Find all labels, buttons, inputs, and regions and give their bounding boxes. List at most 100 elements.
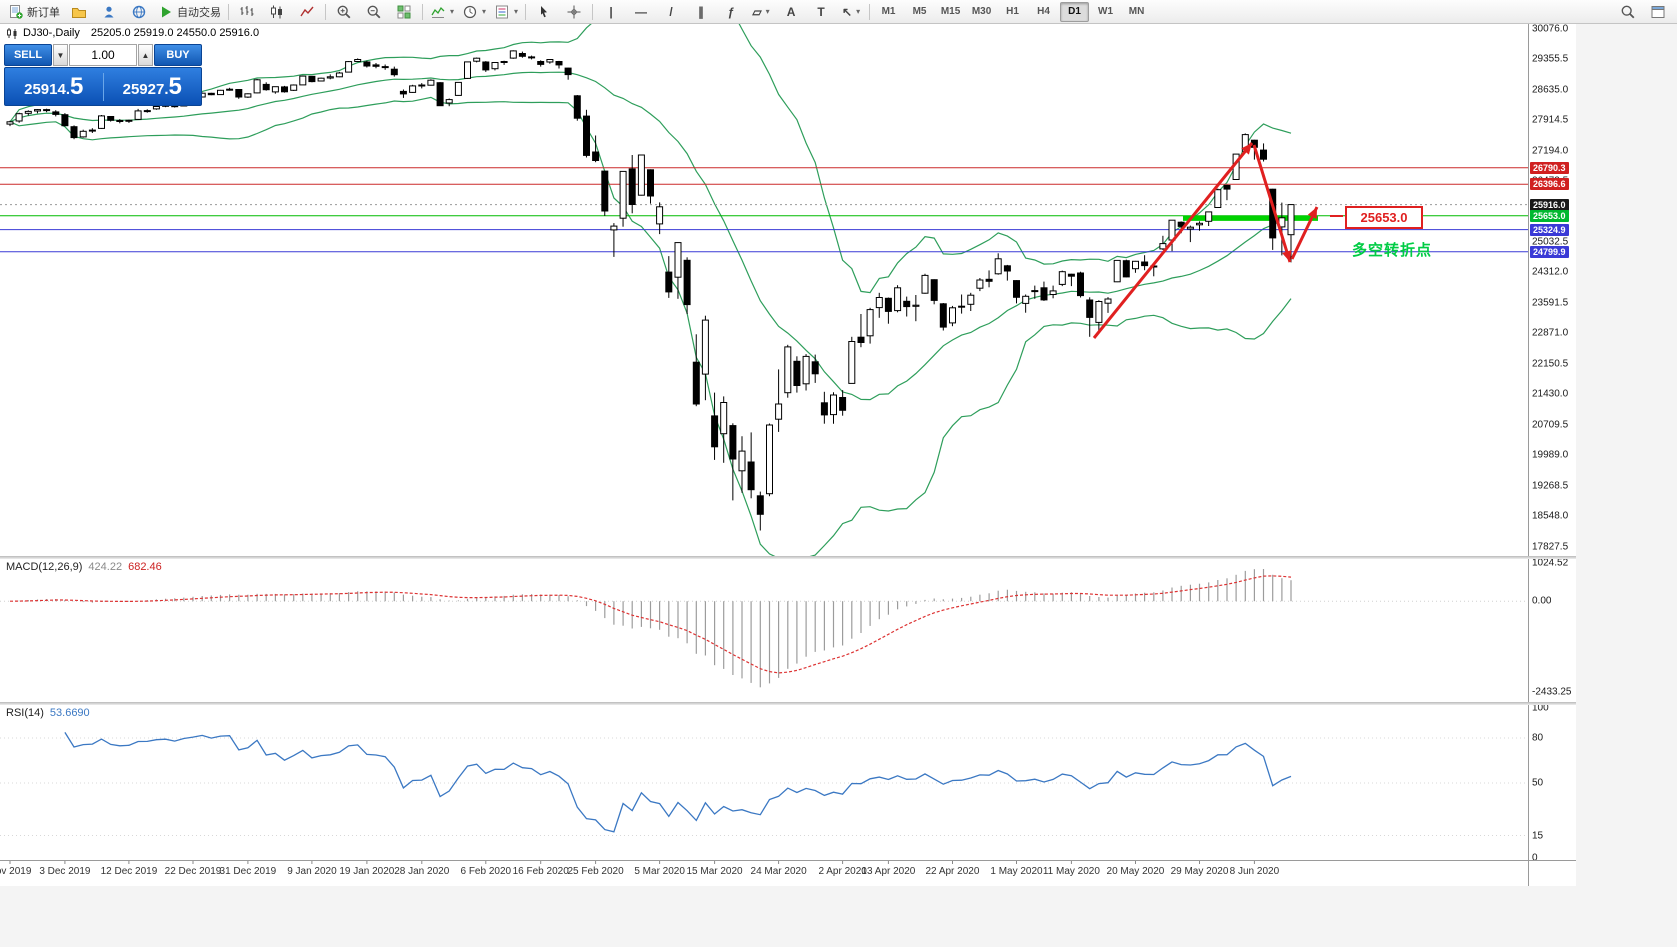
price-axis[interactable]: 30076.029355.528635.027914.527194.026473… <box>1528 23 1576 886</box>
date-axis-label: 20 May 2020 <box>1106 866 1165 877</box>
date-axis-label: 29 May 2020 <box>1170 866 1229 877</box>
timeframe-mn[interactable]: MN <box>1128 6 1145 17</box>
chevron-down-icon: ▾ <box>482 7 487 16</box>
horizontal-line-icon[interactable]: — <box>626 1 656 23</box>
arrows-icon[interactable]: ↖ ▾ <box>836 1 866 23</box>
vertical-line-icon-glyph: | <box>609 4 613 19</box>
vertical-line-icon[interactable]: | <box>596 1 626 23</box>
price-axis-label: 27914.5 <box>1532 114 1569 126</box>
turning-point-note: 多空转折点 <box>1352 242 1433 259</box>
price-level-badge: 25324.9 <box>1530 223 1569 236</box>
auto-trading-button-label: 自动交易 <box>177 6 221 19</box>
panel-splitter[interactable] <box>0 556 1576 559</box>
zoom-out-icon[interactable] <box>359 1 389 23</box>
ohlc-values: 25205.0 25919.0 24550.0 25916.0 <box>90 27 260 39</box>
price-axis-label: 19989.0 <box>1532 449 1569 461</box>
toolbar-separator <box>325 3 326 20</box>
volume-decrement-button[interactable]: ▼ <box>53 44 68 66</box>
price-level-badge: 24799.9 <box>1530 245 1569 258</box>
market-watch-icon[interactable] <box>94 1 124 23</box>
one-click-price-row: 25914.5 25927.5 <box>4 67 202 106</box>
chart-canvas[interactable] <box>0 24 1528 886</box>
toolbar-right-group <box>1613 1 1673 23</box>
polyline-glyph <box>300 6 314 16</box>
new-chart-window-icon[interactable] <box>1643 1 1673 23</box>
date-axis-label: 9 Jan 2020 <box>287 866 337 877</box>
macd-axis-label: -2433.25 <box>1532 686 1572 698</box>
trendline-icon-glyph: / <box>669 4 673 19</box>
toolbar-separator <box>422 3 423 20</box>
candlestick-chart-icon[interactable] <box>262 1 292 23</box>
periods-icon[interactable]: ▾ <box>458 1 490 23</box>
macd-label: MACD(12,26,9) 424.22 682.46 <box>6 561 162 573</box>
timeframe-m5[interactable]: M5 <box>912 6 927 17</box>
text-icon-glyph: A <box>786 4 796 19</box>
rsi-panel[interactable] <box>0 732 1528 836</box>
timeframe-d1[interactable]: D1 <box>1060 1 1090 22</box>
date-axis-label: 13 Apr 2020 <box>861 866 916 877</box>
crosshair-icon[interactable] <box>559 1 589 23</box>
templates-icon[interactable]: ▾ <box>490 1 522 23</box>
timeframe-h1[interactable]: H1 <box>1006 6 1019 17</box>
one-click-top-row: SELL ▼ ▲ BUY <box>4 44 202 66</box>
rsi-axis-label: 15 <box>1532 830 1544 841</box>
person-glyph <box>104 6 114 17</box>
trendline-icon[interactable]: / <box>656 1 686 23</box>
text-icon[interactable]: A <box>776 1 806 23</box>
bar-chart-icon[interactable] <box>232 1 262 23</box>
zoom-in-icon[interactable] <box>329 1 359 23</box>
one-click-trading-panel[interactable]: SELL ▼ ▲ BUY 25914.5 25927.5 <box>4 44 202 106</box>
date-axis-label: 19 Jan 2020 <box>339 866 395 877</box>
timeframe-w1[interactable]: W1 <box>1098 6 1114 17</box>
shapes-icon[interactable]: ▱ ▾ <box>746 1 776 23</box>
candles-glyph <box>271 5 282 18</box>
chevron-down-icon: ▾ <box>450 7 455 16</box>
sell-button[interactable]: SELL <box>4 44 52 66</box>
date-axis-label: 15 Mar 2020 <box>686 866 743 877</box>
auto-trading-button[interactable]: 自动交易 <box>154 1 225 23</box>
date-axis-label: 3 Dec 2019 <box>39 866 91 877</box>
folder-glyph <box>72 7 86 18</box>
timeframe-m15[interactable]: M15 <box>940 6 961 17</box>
date-axis-label: 6 Feb 2020 <box>460 866 512 877</box>
date-axis-label: 1 May 2020 <box>990 866 1043 877</box>
line-chart-icon[interactable] <box>292 1 322 23</box>
panel-splitter[interactable] <box>0 702 1576 705</box>
sell-price-button[interactable]: 25914.5 <box>5 73 103 101</box>
play-glyph <box>162 6 171 17</box>
timeframe-h4[interactable]: H4 <box>1037 6 1050 17</box>
timeframe-m30[interactable]: M30 <box>971 6 992 17</box>
date-axis-label: 11 May 2020 <box>1042 866 1100 877</box>
toolbar-separator <box>525 3 527 20</box>
buy-price-button[interactable]: 25927.5 <box>104 73 202 101</box>
date-axis-label: 5 Mar 2020 <box>634 866 685 877</box>
new-order-button[interactable]: 新订单 <box>4 1 64 23</box>
volume-increment-button[interactable]: ▲ <box>138 44 153 66</box>
timeframe-m1[interactable]: M1 <box>881 6 896 17</box>
volume-input[interactable] <box>69 44 137 66</box>
zoom-out-glyph <box>367 5 381 18</box>
cursor-icon[interactable] <box>529 1 559 23</box>
equidistant-channel-icon[interactable]: ∥ <box>686 1 716 23</box>
template-glyph <box>496 5 509 18</box>
text-label-icon[interactable]: T <box>806 1 836 23</box>
tile-windows-icon[interactable] <box>389 1 419 23</box>
indicators-icon[interactable]: ▾ <box>426 1 458 23</box>
fibonacci-icon-glyph: ƒ <box>727 4 735 19</box>
macd-panel[interactable] <box>0 569 1528 688</box>
price-axis-label: 24312.0 <box>1532 266 1569 278</box>
rsi-axis-label: 50 <box>1532 777 1544 789</box>
text-label-icon-glyph: T <box>817 4 825 19</box>
strategy-tester-icon[interactable] <box>124 1 154 23</box>
date-axis-label: 24 Mar 2020 <box>750 866 807 877</box>
fibonacci-icon[interactable]: ƒ <box>716 1 746 23</box>
main-chart-plot[interactable] <box>0 24 1528 563</box>
search-icon[interactable] <box>1613 1 1643 23</box>
window-glyph <box>1651 5 1665 18</box>
buy-button[interactable]: BUY <box>154 44 202 66</box>
chevron-down-icon: ▾ <box>514 7 519 16</box>
date-axis-label: 12 Dec 2019 <box>100 866 158 877</box>
price-level-badge: 25653.0 <box>1530 209 1569 222</box>
doc-new-glyph <box>10 4 23 19</box>
chart-profiles-icon[interactable] <box>64 1 94 23</box>
